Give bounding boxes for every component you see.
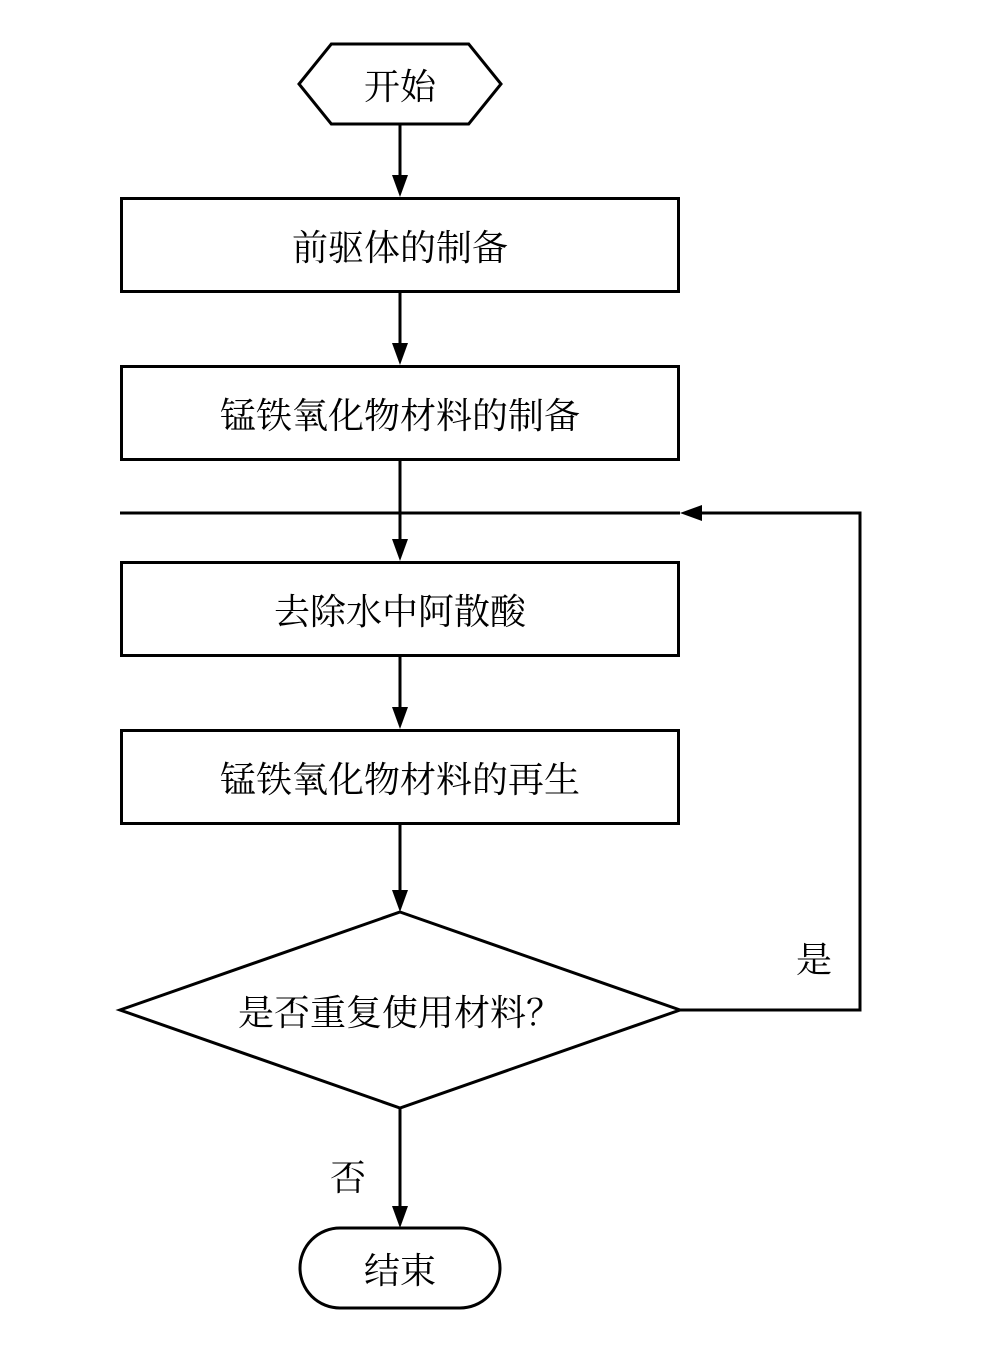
edge-label-yes: 是 (796, 932, 832, 983)
flowchart-canvas: 开始 前驱体的制备 锰铁氧化物材料的制备 去除水中阿散酸 锰铁氧化物材料的再生 … (0, 0, 992, 1354)
edge-label-no: 否 (330, 1150, 366, 1201)
flow-connectors (0, 0, 992, 1354)
